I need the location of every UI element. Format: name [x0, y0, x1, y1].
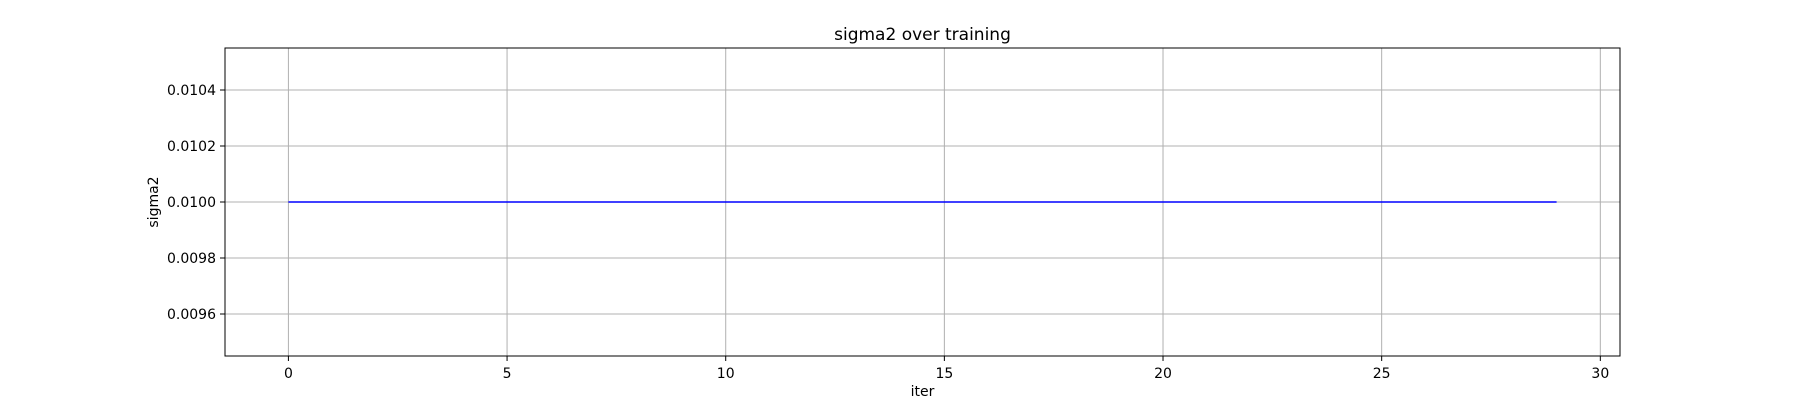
chart-title: sigma2 over training	[834, 25, 1011, 45]
y-tick-label: 0.0098	[167, 251, 216, 267]
x-tick-label: 10	[717, 366, 735, 382]
x-tick-label: 0	[284, 366, 293, 382]
y-tick-label: 0.0096	[167, 307, 216, 323]
x-tick-label: 30	[1591, 366, 1609, 382]
y-axis-label: sigma2	[146, 176, 162, 227]
x-tick-label: 20	[1154, 366, 1172, 382]
x-tick-label: 5	[503, 366, 512, 382]
y-axis-ticks: 0.0096 0.0098 0.0100 0.0102 0.0104	[167, 83, 225, 323]
y-tick-label: 0.0104	[167, 83, 216, 99]
x-tick-label: 25	[1373, 366, 1391, 382]
x-axis-label: iter	[911, 384, 935, 400]
y-tick-label: 0.0102	[167, 139, 216, 155]
x-tick-label: 15	[935, 366, 953, 382]
x-axis-ticks: 0 5 10 15 20 25 30	[284, 356, 1609, 382]
y-tick-label: 0.0100	[167, 195, 216, 211]
